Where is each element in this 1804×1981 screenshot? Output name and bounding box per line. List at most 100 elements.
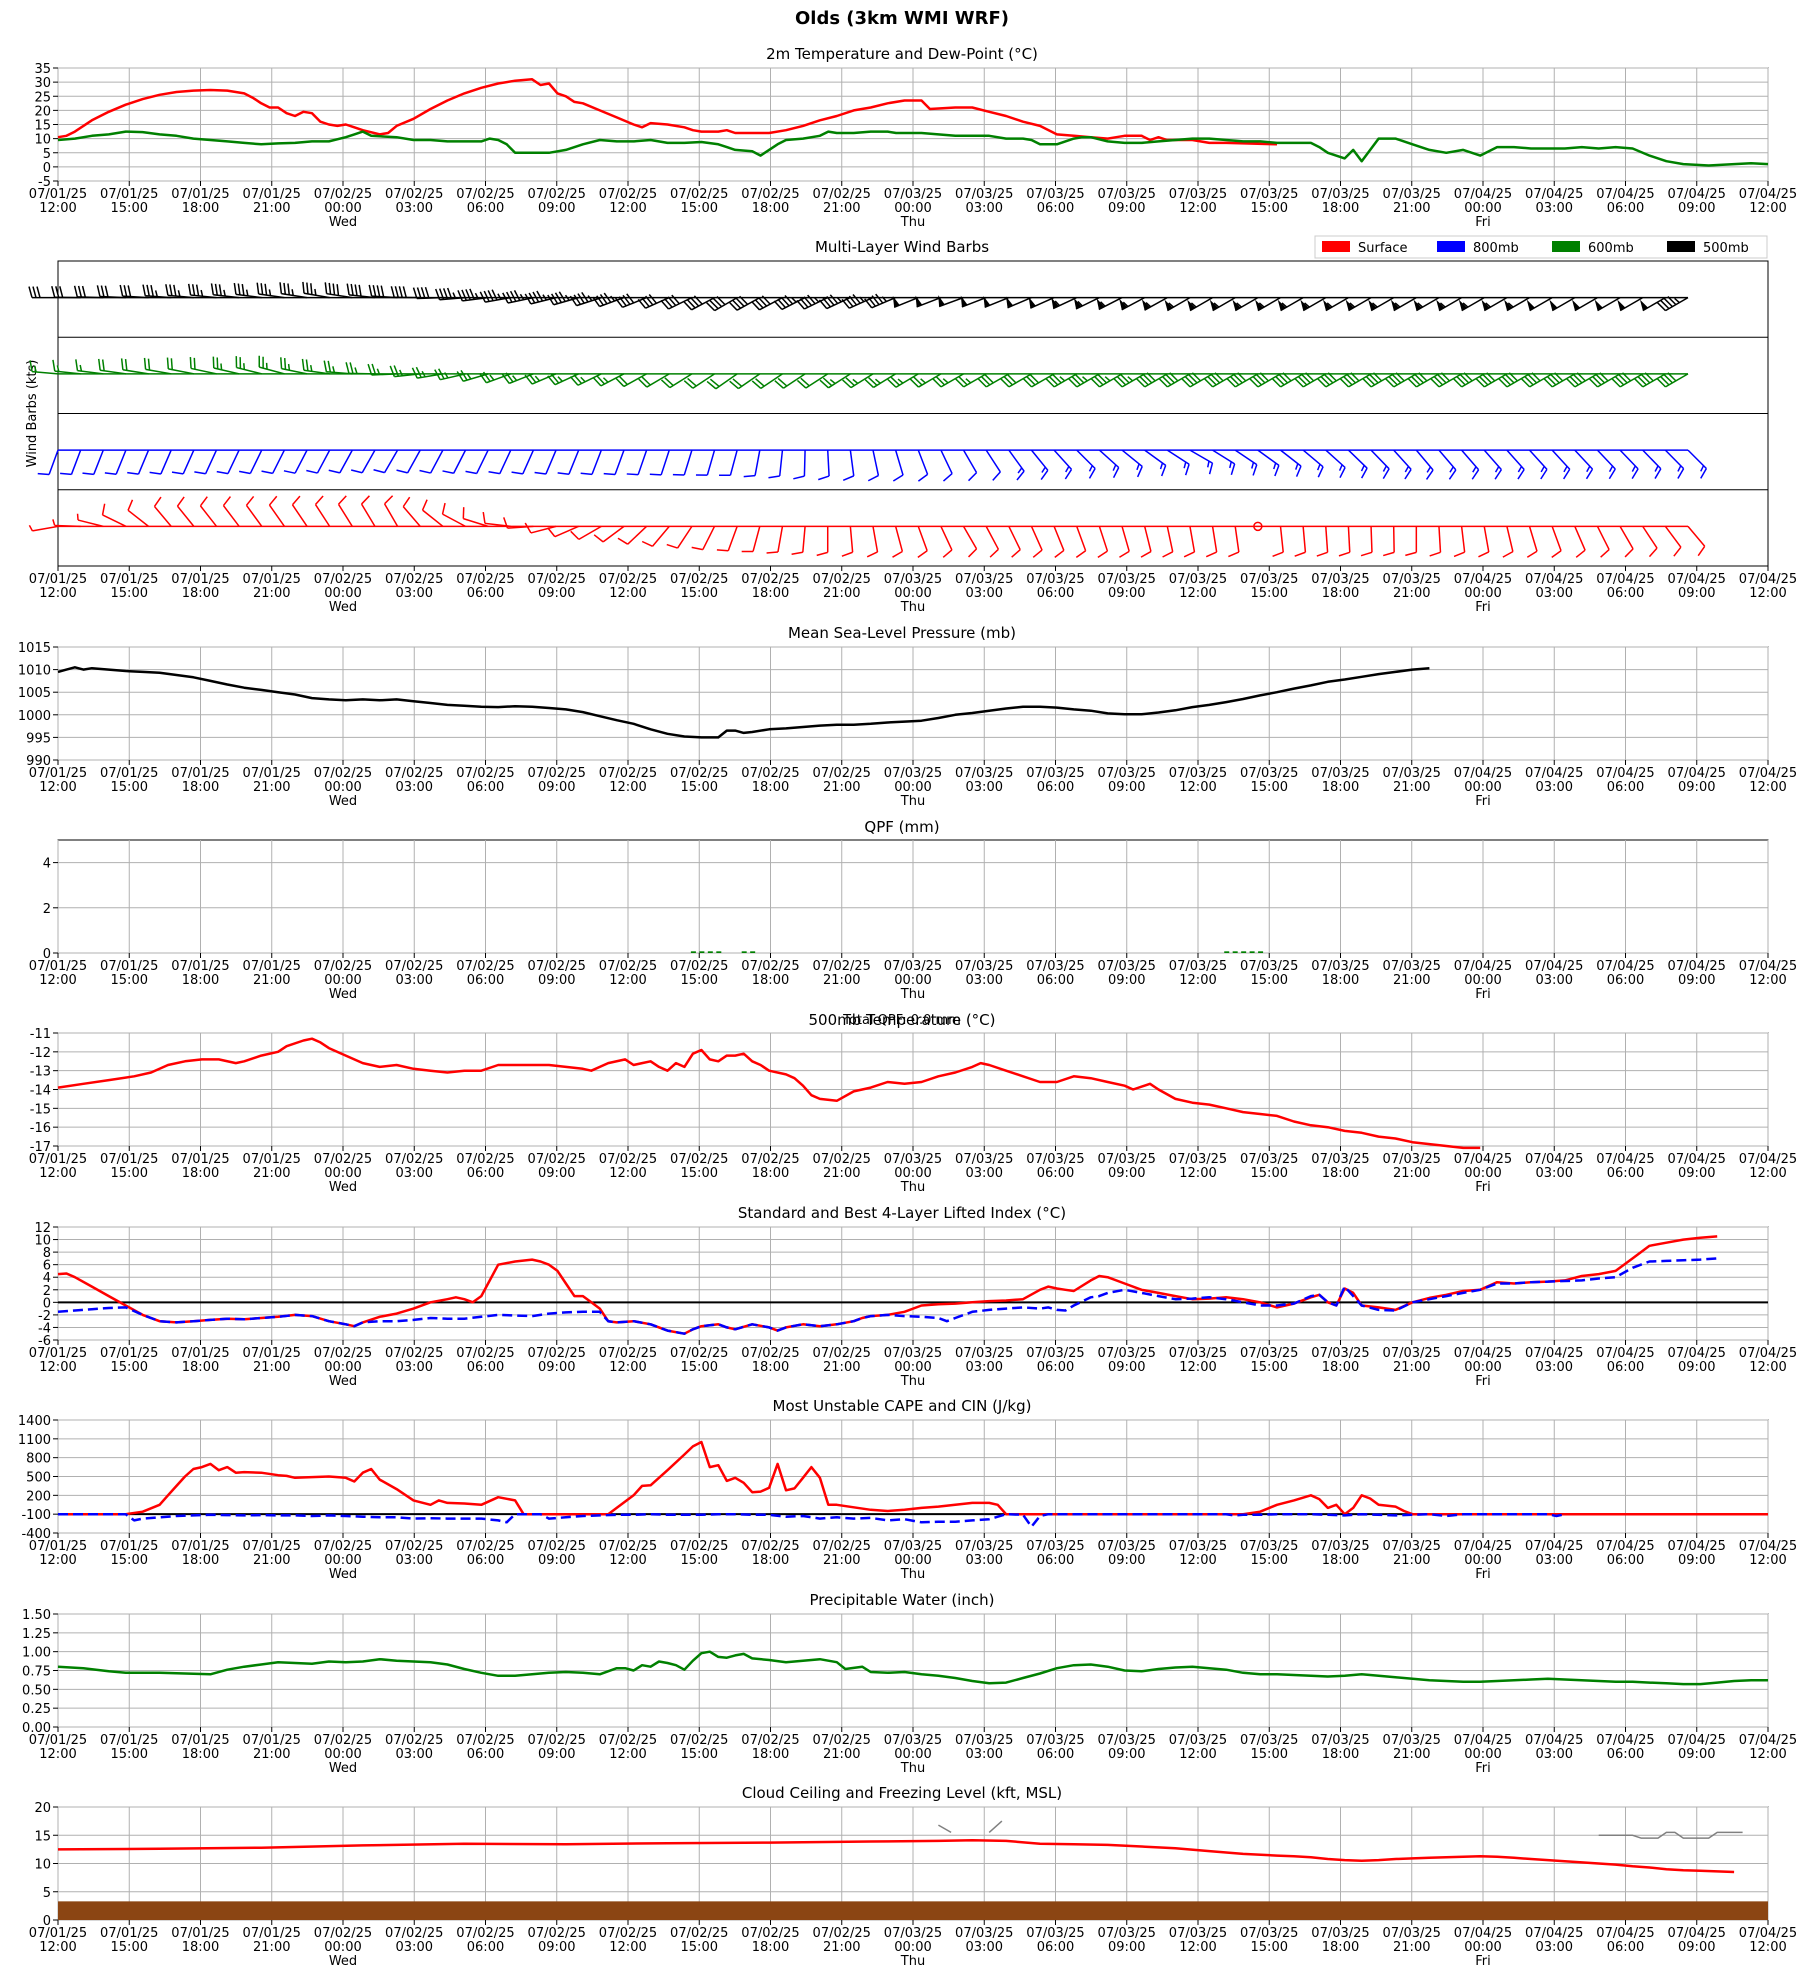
wind-barb — [101, 503, 127, 528]
x-tick-label: 07/03/25 — [1383, 572, 1441, 587]
barb-half — [1494, 466, 1500, 473]
x-tick-label: 12:00 — [1749, 1166, 1786, 1181]
barb-full — [239, 470, 251, 475]
barb-shaft — [439, 373, 466, 381]
barb-shaft — [752, 526, 761, 552]
barb-shaft — [1166, 526, 1174, 552]
wind-barb — [1140, 526, 1152, 558]
barb-full — [1233, 374, 1243, 384]
barb-full — [1540, 468, 1548, 480]
x-tick-label: 07/01/25 — [243, 959, 301, 974]
series-line-blue — [58, 1512, 1566, 1528]
wind-barb — [462, 507, 489, 528]
barb-full — [1090, 378, 1101, 388]
barb-full — [1600, 549, 1610, 558]
x-tick-label: 07/04/25 — [1596, 766, 1654, 781]
wind-barb — [1596, 449, 1616, 480]
y-axis-label: Wind Barbs (kts) — [25, 360, 40, 468]
x-tick-label: 07/02/25 — [314, 959, 372, 974]
barb-full — [461, 289, 468, 301]
barb-full — [101, 359, 105, 371]
wind-barb — [892, 449, 904, 482]
series-line-black — [57, 666, 1430, 739]
barb-full — [337, 495, 347, 505]
barb-shaft — [1280, 449, 1302, 467]
x-tick-label: 07/03/25 — [1026, 1539, 1084, 1554]
barb-full — [871, 295, 880, 306]
x-tick-label: 07/01/25 — [171, 1733, 229, 1748]
barb-full — [1011, 549, 1021, 558]
barb-shaft — [1325, 373, 1349, 388]
wind-barb — [1526, 296, 1553, 312]
wind-barb — [1370, 449, 1390, 479]
x-tick-label: 06:00 — [1037, 1166, 1074, 1181]
barb-full — [176, 496, 185, 507]
barb-half — [332, 366, 336, 373]
y-tick-label: 0.50 — [22, 1683, 51, 1698]
x-tick-label: 12:00 — [1179, 201, 1216, 216]
wind-barb — [1339, 372, 1372, 388]
x-tick-label: 00:00 — [894, 780, 931, 795]
wind-barb — [649, 449, 670, 476]
x-tick-label: 21:00 — [253, 201, 290, 216]
x-tick-label: 03:00 — [1536, 1553, 1573, 1568]
barb-flag — [1639, 299, 1649, 311]
barb-half — [1563, 465, 1568, 473]
barb-full — [237, 283, 241, 295]
x-tick-label: 07/04/25 — [1739, 959, 1797, 974]
barb-full — [1429, 551, 1441, 557]
barb-full — [502, 292, 509, 304]
wind-barb — [1338, 526, 1351, 557]
x-tick-label: 07/04/25 — [1525, 766, 1583, 781]
y-tick-label: 35 — [34, 62, 51, 77]
x-tick-label: 09:00 — [1678, 201, 1715, 216]
barb-full — [1343, 376, 1353, 386]
x-tick-label: 03:00 — [966, 1747, 1003, 1762]
x-tick-label: 21:00 — [253, 1553, 290, 1568]
x-tick-label: 03:00 — [396, 201, 433, 216]
barb-full — [442, 288, 449, 300]
wind-barb — [1390, 296, 1417, 312]
barb-half — [1145, 301, 1152, 308]
x-tick-label: 03:00 — [1536, 1360, 1573, 1375]
barb-full — [777, 298, 787, 309]
barb-shaft — [1007, 296, 1032, 309]
x-tick-label: 06:00 — [1037, 201, 1074, 216]
wind-barb — [222, 496, 240, 527]
barb-full — [394, 286, 399, 298]
x-tick-label: 15:00 — [681, 1553, 718, 1568]
x-tick-label: 07/02/25 — [741, 766, 799, 781]
wind-barb — [1028, 296, 1055, 309]
x-tick-label: 07/03/25 — [1098, 187, 1156, 202]
barb-full — [672, 473, 685, 476]
wind-barb — [1429, 526, 1442, 557]
barb-shaft — [1619, 525, 1634, 550]
x-tick-label: 12:00 — [609, 780, 646, 795]
barb-shaft — [499, 449, 512, 474]
barb-half — [1059, 376, 1066, 382]
x-tick-day-label: Wed — [329, 1761, 357, 1776]
barb-full — [1362, 378, 1372, 388]
y-tick-label: 0 — [43, 1296, 51, 1311]
wind-barb — [1209, 296, 1236, 312]
x-tick-label: 07/03/25 — [884, 766, 942, 781]
panel-li: Standard and Best 4-Layer Lifted Index (… — [29, 1204, 1797, 1389]
barb-full — [171, 471, 184, 475]
x-tick-label: 07/01/25 — [243, 1926, 301, 1941]
barb-full — [569, 295, 578, 307]
y-tick-label: 5 — [43, 147, 51, 162]
x-tick-label: 07/02/25 — [456, 187, 514, 202]
x-tick-label: 00:00 — [324, 1166, 361, 1181]
barb-shaft — [272, 449, 286, 474]
barb-full — [503, 517, 509, 529]
x-tick-label: 03:00 — [396, 780, 433, 795]
barb-shaft — [778, 450, 784, 477]
wind-barb — [892, 296, 919, 309]
barb-shaft — [168, 368, 194, 375]
barb-half — [287, 363, 291, 371]
wind-barb — [751, 373, 783, 390]
barb-shaft — [553, 296, 579, 306]
barb-half — [220, 363, 223, 370]
x-tick-label: 07/02/25 — [813, 1926, 871, 1941]
wind-barb — [1228, 526, 1240, 558]
